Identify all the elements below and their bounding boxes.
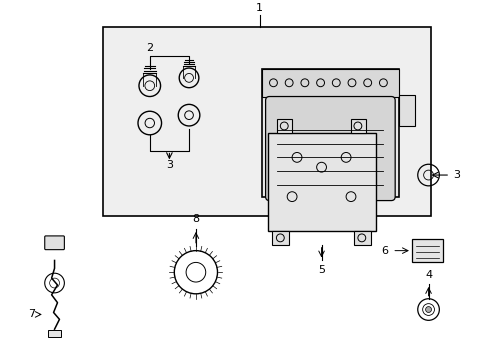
Text: 4: 4 (424, 270, 431, 280)
Bar (261, 69, 398, 197)
Bar (398, 95, 414, 126)
Text: 1: 1 (256, 3, 263, 13)
Bar (277, 119, 291, 133)
Text: 5: 5 (317, 265, 325, 275)
Text: 3: 3 (165, 160, 173, 170)
Text: 2: 2 (146, 44, 153, 53)
FancyBboxPatch shape (265, 96, 394, 201)
Circle shape (425, 307, 430, 312)
Bar (102, 27, 430, 216)
FancyBboxPatch shape (44, 236, 64, 249)
Text: 3: 3 (452, 170, 459, 180)
Text: 7: 7 (28, 310, 36, 319)
Bar (267, 133, 375, 231)
Bar (272, 231, 288, 245)
Bar (48, 330, 61, 337)
Bar (353, 231, 370, 245)
Text: 8: 8 (192, 214, 199, 224)
Bar (261, 69, 398, 96)
Bar (350, 119, 365, 133)
Bar (411, 239, 442, 262)
Text: 6: 6 (380, 246, 387, 256)
